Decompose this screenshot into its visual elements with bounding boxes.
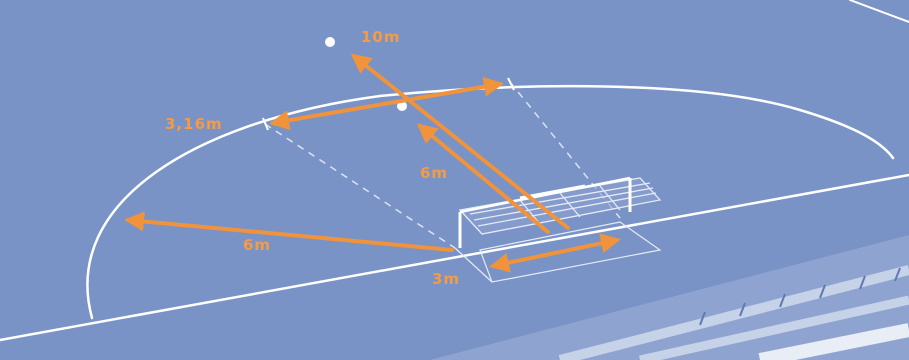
label-6m-arc: 6m — [243, 236, 271, 254]
label-3m: 3m — [432, 270, 460, 288]
arrow-6m-mark — [416, 123, 550, 234]
measurement-arrows — [124, 53, 621, 273]
arrow-3-16m — [269, 76, 504, 131]
arrow-6m-arc — [124, 211, 454, 252]
line-ticks — [262, 77, 515, 131]
stands — [430, 235, 909, 360]
label-6m-mark: 6m — [420, 164, 448, 182]
touchline — [849, 0, 909, 23]
arrow-3m — [489, 233, 621, 273]
label-10m: 10m — [361, 28, 401, 46]
penalty-mark-10m — [325, 37, 335, 47]
goal-line — [0, 173, 909, 342]
label-3-16m: 3,16m — [165, 115, 223, 133]
